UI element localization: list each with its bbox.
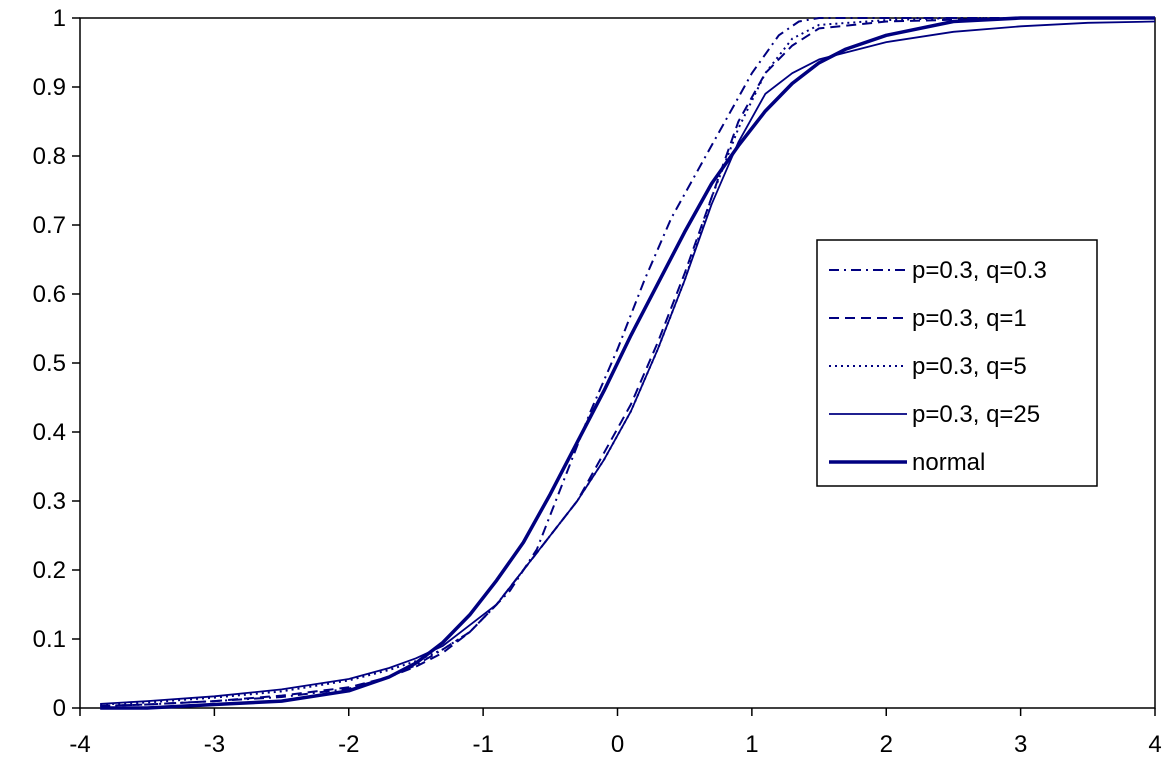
- legend: p=0.3, q=0.3 p=0.3, q=1 p=0.3, q=5 p=0.3, q…: [816, 239, 1098, 487]
- axes: -4 -3 -2 -1 0 1 2 3 4 0 0.1 0.2 0.3 0.4 0.5 0.6 0.7 0.8 0.…: [33, 5, 1162, 758]
- y-tick-label: 0.5: [33, 350, 66, 377]
- y-tick-label: 0.3: [33, 488, 66, 515]
- legend-label-2: p=0.3, q=1: [912, 305, 1027, 332]
- legend-label-5: normal: [912, 449, 985, 476]
- y-tick-label: 0.6: [33, 281, 66, 308]
- y-tick-label: 0: [53, 695, 66, 722]
- x-tick-label: 2: [880, 731, 893, 758]
- y-tick-label: 0.7: [33, 212, 66, 239]
- legend-label-3: p=0.3, q=5: [912, 353, 1027, 380]
- x-tick-label: -1: [472, 731, 493, 758]
- x-tick-label: -2: [338, 731, 359, 758]
- y-tick-label: 0.4: [33, 419, 66, 446]
- legend-box: [816, 239, 1098, 487]
- y-tick-label: 0.9: [33, 74, 66, 101]
- x-tick-label: 4: [1148, 731, 1161, 758]
- legend-label-1: p=0.3, q=0.3: [912, 257, 1047, 284]
- series-line-1: [100, 17, 1155, 707]
- y-tick-label: 0.8: [33, 143, 66, 170]
- series-layer: [100, 16, 1156, 710]
- x-tick-label: -4: [69, 731, 90, 758]
- x-tick-label: -3: [204, 731, 225, 758]
- legend-label-4: p=0.3, q=25: [912, 401, 1040, 428]
- y-tick-label: 0.2: [33, 557, 66, 584]
- x-tick-label: 1: [745, 731, 758, 758]
- series-line-4: [100, 20, 1156, 705]
- x-tick-label: 0: [611, 731, 624, 758]
- series-line-5: [100, 16, 1155, 710]
- y-tick-label: 0.1: [33, 626, 66, 653]
- series-line-3: [100, 17, 1155, 706]
- x-tick-label: 3: [1014, 731, 1027, 758]
- y-tick-label: 1: [53, 5, 66, 32]
